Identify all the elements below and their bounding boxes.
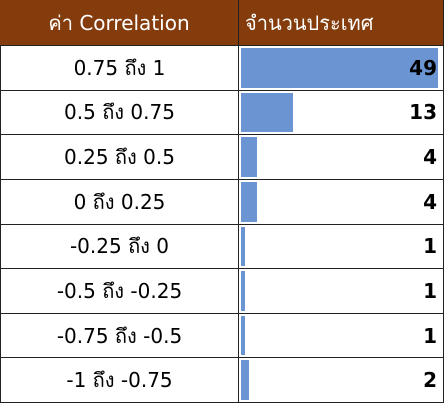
count-cell: 4 [239,135,444,180]
header-cell: ค่า Correlation [0,0,239,46]
count-cell-text: 49 [409,55,437,80]
count-cell-text: 1 [423,278,437,303]
count-cell-text: 1 [423,323,437,348]
header-cell: จำนวนประเทศ [239,0,444,46]
count-cell: 1 [239,224,444,270]
range-cell-text: -1 ถึง -0.75 [66,368,173,393]
count-cell: 49 [239,46,444,91]
range-cell: -0.5 ถึง -0.25 [0,269,239,314]
data-bar [241,48,438,88]
data-bar [241,226,246,267]
range-cell-text: -0.75 ถึง -0.5 [56,323,183,348]
range-cell: 0 ถึง 0.25 [0,179,239,225]
range-cell-text: 0.5 ถึง 0.75 [64,100,175,125]
count-cell: 4 [239,179,444,225]
header-cell-text: ค่า Correlation [48,10,190,35]
data-bar [241,181,258,222]
data-bar [241,137,258,177]
count-cell-text: 4 [423,189,437,214]
count-cell-text: 13 [409,100,437,125]
count-cell-text: 1 [423,234,437,259]
range-cell: -0.25 ถึง 0 [0,224,239,270]
count-cell: 13 [239,90,444,136]
count-cell: 1 [239,313,444,359]
range-cell-text: 0 ถึง 0.25 [73,189,166,214]
count-cell: 2 [239,358,444,403]
range-cell: 0.75 ถึง 1 [0,46,239,91]
range-cell: -0.75 ถึง -0.5 [0,313,239,359]
count-cell: 1 [239,269,444,314]
data-bar [241,360,250,400]
count-cell-text: 4 [423,145,437,170]
data-bar [241,315,246,356]
header-cell-text: จำนวนประเทศ [245,10,374,35]
range-cell-text: 0.25 ถึง 0.5 [64,145,175,170]
range-cell-text: -0.5 ถึง -0.25 [56,278,183,303]
count-cell-text: 2 [423,368,437,393]
range-cell: 0.5 ถึง 0.75 [0,90,239,136]
range-cell: 0.25 ถึง 0.5 [0,135,239,180]
range-cell: -1 ถึง -0.75 [0,358,239,403]
data-bar [241,92,294,133]
range-cell-text: -0.25 ถึง 0 [69,234,170,259]
data-bar [241,271,246,311]
range-cell-text: 0.75 ถึง 1 [73,55,166,80]
